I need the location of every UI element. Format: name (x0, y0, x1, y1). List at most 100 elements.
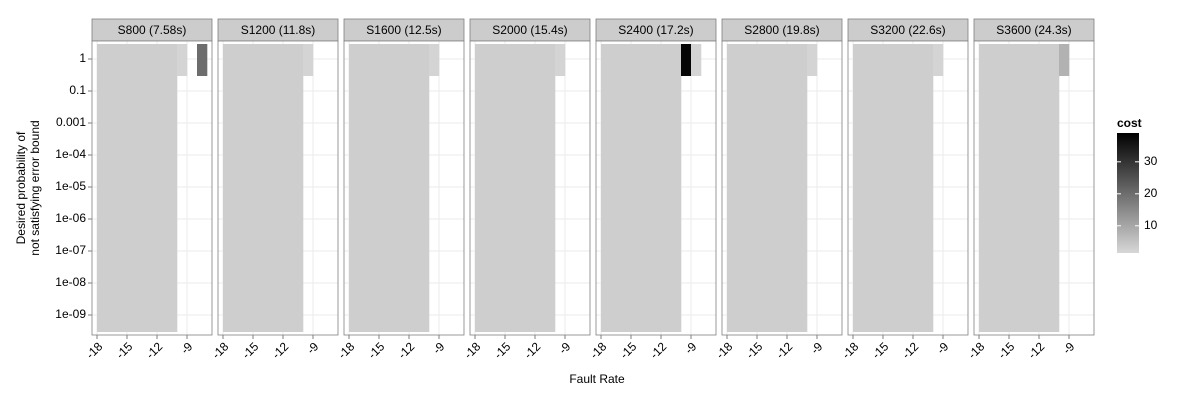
heat-tile (545, 204, 556, 236)
heat-tile (273, 108, 284, 140)
heat-tile (515, 172, 526, 204)
heat-tile (797, 204, 808, 236)
y-tick-label: 1e-09 (55, 307, 86, 321)
heat-tile (777, 236, 788, 268)
heat-tile (97, 268, 108, 300)
heat-tile (979, 44, 990, 76)
heat-tile (475, 204, 486, 236)
heat-tile (147, 236, 158, 268)
heat-tile (233, 76, 244, 108)
heat-tile (913, 44, 924, 76)
heat-tile (601, 44, 612, 76)
heat-tile (671, 204, 682, 236)
heat-tile (233, 300, 244, 332)
heat-tile (999, 204, 1010, 236)
heat-tile (127, 268, 138, 300)
heat-tile (263, 108, 274, 140)
heat-tile (611, 108, 622, 140)
heat-tile (651, 44, 662, 76)
heat-tile (349, 108, 360, 140)
heat-tile (117, 108, 128, 140)
heat-tile (157, 140, 168, 172)
panel-border (469, 40, 591, 336)
heat-tile (601, 236, 612, 268)
heat-tile (535, 204, 546, 236)
facet-title: S1200 (11.8s) (241, 23, 316, 37)
heat-tile (485, 172, 496, 204)
heat-tile (989, 140, 1000, 172)
heat-tile (243, 172, 254, 204)
heat-tile (389, 172, 400, 204)
heat-tile (641, 268, 652, 300)
heat-tile (545, 108, 556, 140)
x-tick-label: -15 (743, 339, 765, 361)
heat-tile (137, 108, 148, 140)
heat-tile (893, 172, 904, 204)
heat-tile (525, 140, 536, 172)
heat-tile (525, 108, 536, 140)
heat-tile (253, 300, 264, 332)
heat-tile (661, 236, 672, 268)
heat-tile (979, 204, 990, 236)
facet-title: S2000 (15.4s) (492, 23, 567, 37)
heat-tile (903, 268, 914, 300)
x-tick-label: -12 (647, 339, 669, 361)
heat-tile (167, 172, 178, 204)
heat-tile (137, 172, 148, 204)
heat-tile (853, 236, 864, 268)
x-tick-label: -9 (178, 339, 196, 357)
panel-border (847, 40, 969, 336)
heat-tile (505, 300, 516, 332)
heat-tile (157, 172, 168, 204)
heat-tile (913, 172, 924, 204)
heat-tile (379, 236, 390, 268)
heat-tile (475, 300, 486, 332)
heat-tile (893, 108, 904, 140)
x-tick-label: -15 (113, 339, 135, 361)
heat-tile (283, 204, 294, 236)
y-tick-label: 1 (79, 51, 86, 65)
heat-tile (253, 76, 264, 108)
heat-tile (97, 204, 108, 236)
heat-tile (1019, 172, 1030, 204)
heat-tile (223, 204, 234, 236)
heat-tile (127, 204, 138, 236)
heat-tile (495, 268, 506, 300)
heat-tile (737, 108, 748, 140)
heat-tile (147, 300, 158, 332)
heat-tile (253, 108, 264, 140)
x-tick-label: -15 (995, 339, 1017, 361)
heat-tile (399, 140, 410, 172)
heat-tile (671, 268, 682, 300)
y-tick-label: 1e-07 (55, 243, 86, 257)
heat-tile (525, 76, 536, 108)
heat-tile (515, 76, 526, 108)
heat-tile (757, 44, 768, 76)
heat-tile (535, 108, 546, 140)
x-axis-label: Fault Rate (569, 372, 625, 386)
heat-tile (369, 204, 380, 236)
heat-tile (853, 76, 864, 108)
heat-tile (737, 172, 748, 204)
heat-tile (1049, 76, 1060, 108)
heat-tile (671, 108, 682, 140)
heat-tile (1029, 76, 1040, 108)
heat-tile (283, 44, 294, 76)
heat-tile (515, 268, 526, 300)
heat-tile (893, 204, 904, 236)
heat-tile (223, 300, 234, 332)
heat-tile (389, 236, 400, 268)
heat-tile (273, 300, 284, 332)
heat-tile (853, 140, 864, 172)
heat-tile (797, 300, 808, 332)
heat-tile (601, 108, 612, 140)
heat-tile (369, 300, 380, 332)
heat-tile (933, 44, 944, 76)
heat-tile (787, 236, 798, 268)
heat-tile (883, 236, 894, 268)
heat-tile (999, 44, 1010, 76)
heat-tile (747, 204, 758, 236)
heat-tile (399, 300, 410, 332)
heat-tile (253, 268, 264, 300)
heat-tile (611, 268, 622, 300)
